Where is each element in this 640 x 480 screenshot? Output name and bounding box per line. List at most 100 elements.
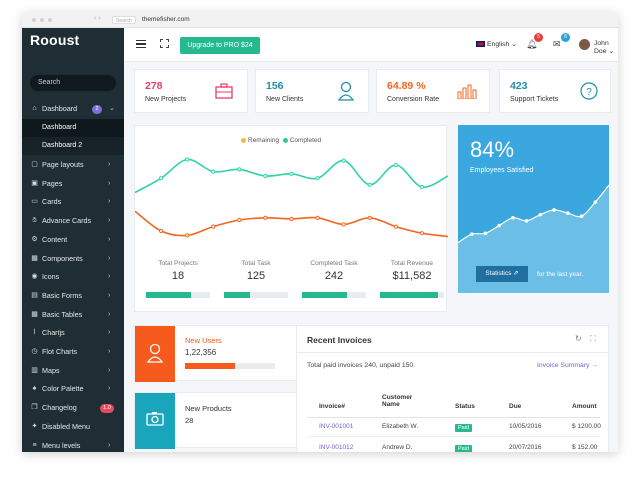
sidebar-item-page-layouts[interactable]: ▢ Page layouts › [22, 156, 124, 174]
statistics-button[interactable]: Statistics ⇗ [476, 266, 528, 282]
chevron-right-icon: › [108, 291, 111, 299]
sidebar-item-advance-cards[interactable]: ✋︎ Advance Cards › [22, 212, 124, 230]
briefcase-icon [215, 83, 233, 99]
chevron-right-icon: › [108, 385, 111, 393]
user-menu[interactable]: John Doe ⌄ [594, 40, 615, 55]
sidebar-item-dashboard[interactable]: ⌂ Dashboard 2 ⌄ [22, 100, 124, 118]
stat-card-new-clients: 156 New Clients [255, 69, 369, 113]
sidebar-item-maps[interactable]: ▥ Maps › [22, 362, 124, 380]
url-text[interactable]: themefisher.com [142, 16, 190, 23]
app-window: ‹ › Search themefisher.com Rooust Search… [22, 12, 618, 452]
sidebar-item-label: Color Palette [42, 384, 84, 394]
invoice-cell: $ 152.00 [572, 444, 598, 451]
data-point [211, 169, 216, 174]
home-icon: ⌂ [32, 105, 37, 112]
sidebar-item-label: Components [42, 253, 83, 263]
data-point [289, 216, 294, 222]
total-label: Total Revenue [390, 260, 434, 267]
data-point [341, 158, 346, 163]
upgrade-button[interactable]: Upgrade to PRO $24 [180, 37, 260, 54]
invoice-link[interactable]: INV-001012 [319, 444, 354, 451]
sidebar-subitem-dashboard[interactable]: Dashboard [22, 119, 124, 137]
total-label: Completed Task [310, 260, 358, 267]
form-icon: ▤ [31, 291, 38, 299]
invoice-cell: 20/07/2016 [509, 444, 542, 451]
window-dot-icon [48, 18, 52, 22]
camera-icon [146, 412, 164, 426]
bell-icon[interactable]: 🔔︎ [526, 39, 538, 49]
invoice-header: Customer Name [382, 394, 413, 408]
data-point [538, 212, 543, 217]
url-chip[interactable]: Search [112, 16, 136, 24]
status-badge: Paid [455, 424, 473, 432]
sidebar-item-changelog[interactable]: ❐ Changelog 1.0 [22, 399, 124, 417]
projects-chart-card: Remaining Completed Total Projects 18 Tota… [134, 125, 448, 312]
map-icon: ▥ [31, 366, 38, 374]
sidebar-item-cards[interactable]: ▭ Cards › [22, 193, 124, 211]
data-point [315, 215, 320, 220]
nav-arrows-icon[interactable]: ‹ › [94, 15, 101, 22]
chevron-right-icon: › [108, 198, 111, 206]
sidebar: Rooust Search ⌂ Dashboard 2 ⌄ Dashboard … [22, 28, 124, 452]
data-point [483, 231, 488, 236]
mail-icon[interactable]: ✉ [553, 39, 561, 49]
invoices-summary: Total paid invoices 240, unpaid 150. [307, 362, 416, 369]
sidebar-item-label: Advance Cards [42, 216, 92, 226]
chevron-right-icon: › [108, 273, 111, 281]
sidebar-item-chartjs[interactable]: ⌇ Chartjs › [22, 324, 124, 342]
brush-icon: ♠ [32, 385, 37, 393]
new-products-icon-box [135, 393, 175, 449]
employees-label: Employees Satisfied [470, 167, 534, 174]
data-point [367, 215, 372, 220]
total-progress [224, 292, 288, 298]
invoices-title: Recent Invoices [307, 335, 372, 345]
data-point [237, 217, 242, 223]
data-point [367, 182, 372, 187]
sidebar-item-flot-charts[interactable]: ◷ Flot Charts › [22, 343, 124, 361]
sidebar-item-icons[interactable]: ◉ Icons › [22, 268, 124, 286]
sidebar-item-label: Dashboard [42, 104, 78, 113]
stat-card-support-tickets: 423 Support Tickets ? [499, 69, 611, 113]
sidebar-item-disabled-menu[interactable]: ✦ Disabled Menu [22, 418, 124, 436]
user-name: John Doe [594, 40, 609, 55]
browser-bar: ‹ › Search themefisher.com [22, 12, 618, 28]
sidebar-item-color-palette[interactable]: ♠ Color Palette › [22, 380, 124, 398]
chevron-right-icon: › [108, 217, 111, 225]
sidebar-item-basic-tables[interactable]: ▦ Basic Tables › [22, 306, 124, 324]
total-value: 18 [171, 270, 185, 282]
sidebar-item-content[interactable]: ⚙ Content › [22, 231, 124, 249]
chevron-right-icon: › [108, 254, 111, 262]
stat-label: New Clients [266, 96, 304, 103]
sidebar-item-menu-levels[interactable]: ≡ Menu levels › [22, 437, 124, 453]
sidebar-item-pages[interactable]: ▣ Pages › [22, 175, 124, 193]
bar-chart-icon [457, 84, 477, 99]
legend-remaining: Remaining [248, 137, 280, 144]
invoice-summary-link[interactable]: Invoice Summary → [537, 362, 599, 369]
fire-icon: ✦ [31, 422, 38, 430]
total-progress [146, 292, 210, 298]
expand-icon[interactable]: ⛶ [590, 334, 596, 343]
total-progress-fill [380, 292, 438, 298]
sidebar-subitem-dashboard-2[interactable]: Dashboard 2 [22, 137, 124, 155]
fullscreen-icon[interactable] [160, 39, 169, 48]
avatar[interactable] [579, 39, 590, 50]
logo[interactable]: Rooust [30, 32, 80, 48]
total-progress [380, 292, 444, 298]
help-icon: ? [580, 82, 598, 100]
sidebar-item-basic-forms[interactable]: ▤ Basic Forms › [22, 287, 124, 305]
search-input[interactable]: Search [30, 75, 116, 91]
new-users-title: New Users [185, 336, 222, 345]
language-selector[interactable]: English ⌄ [476, 40, 517, 48]
data-point [469, 232, 474, 236]
menu-toggle-icon[interactable] [136, 40, 146, 49]
data-point [419, 231, 425, 236]
legend-dot-icon [282, 137, 288, 143]
refresh-icon[interactable]: ↻ [575, 334, 582, 343]
chart-icon: ⌇ [32, 329, 37, 337]
invoice-link[interactable]: INV-001001 [319, 423, 354, 430]
total-label: Total Projects [158, 260, 198, 267]
window-dot-icon [40, 18, 44, 22]
grid-icon: ▦ [31, 254, 38, 262]
sidebar-item-components[interactable]: ▦ Components › [22, 250, 124, 268]
stat-card-new-projects: 278 New Projects [134, 69, 248, 113]
